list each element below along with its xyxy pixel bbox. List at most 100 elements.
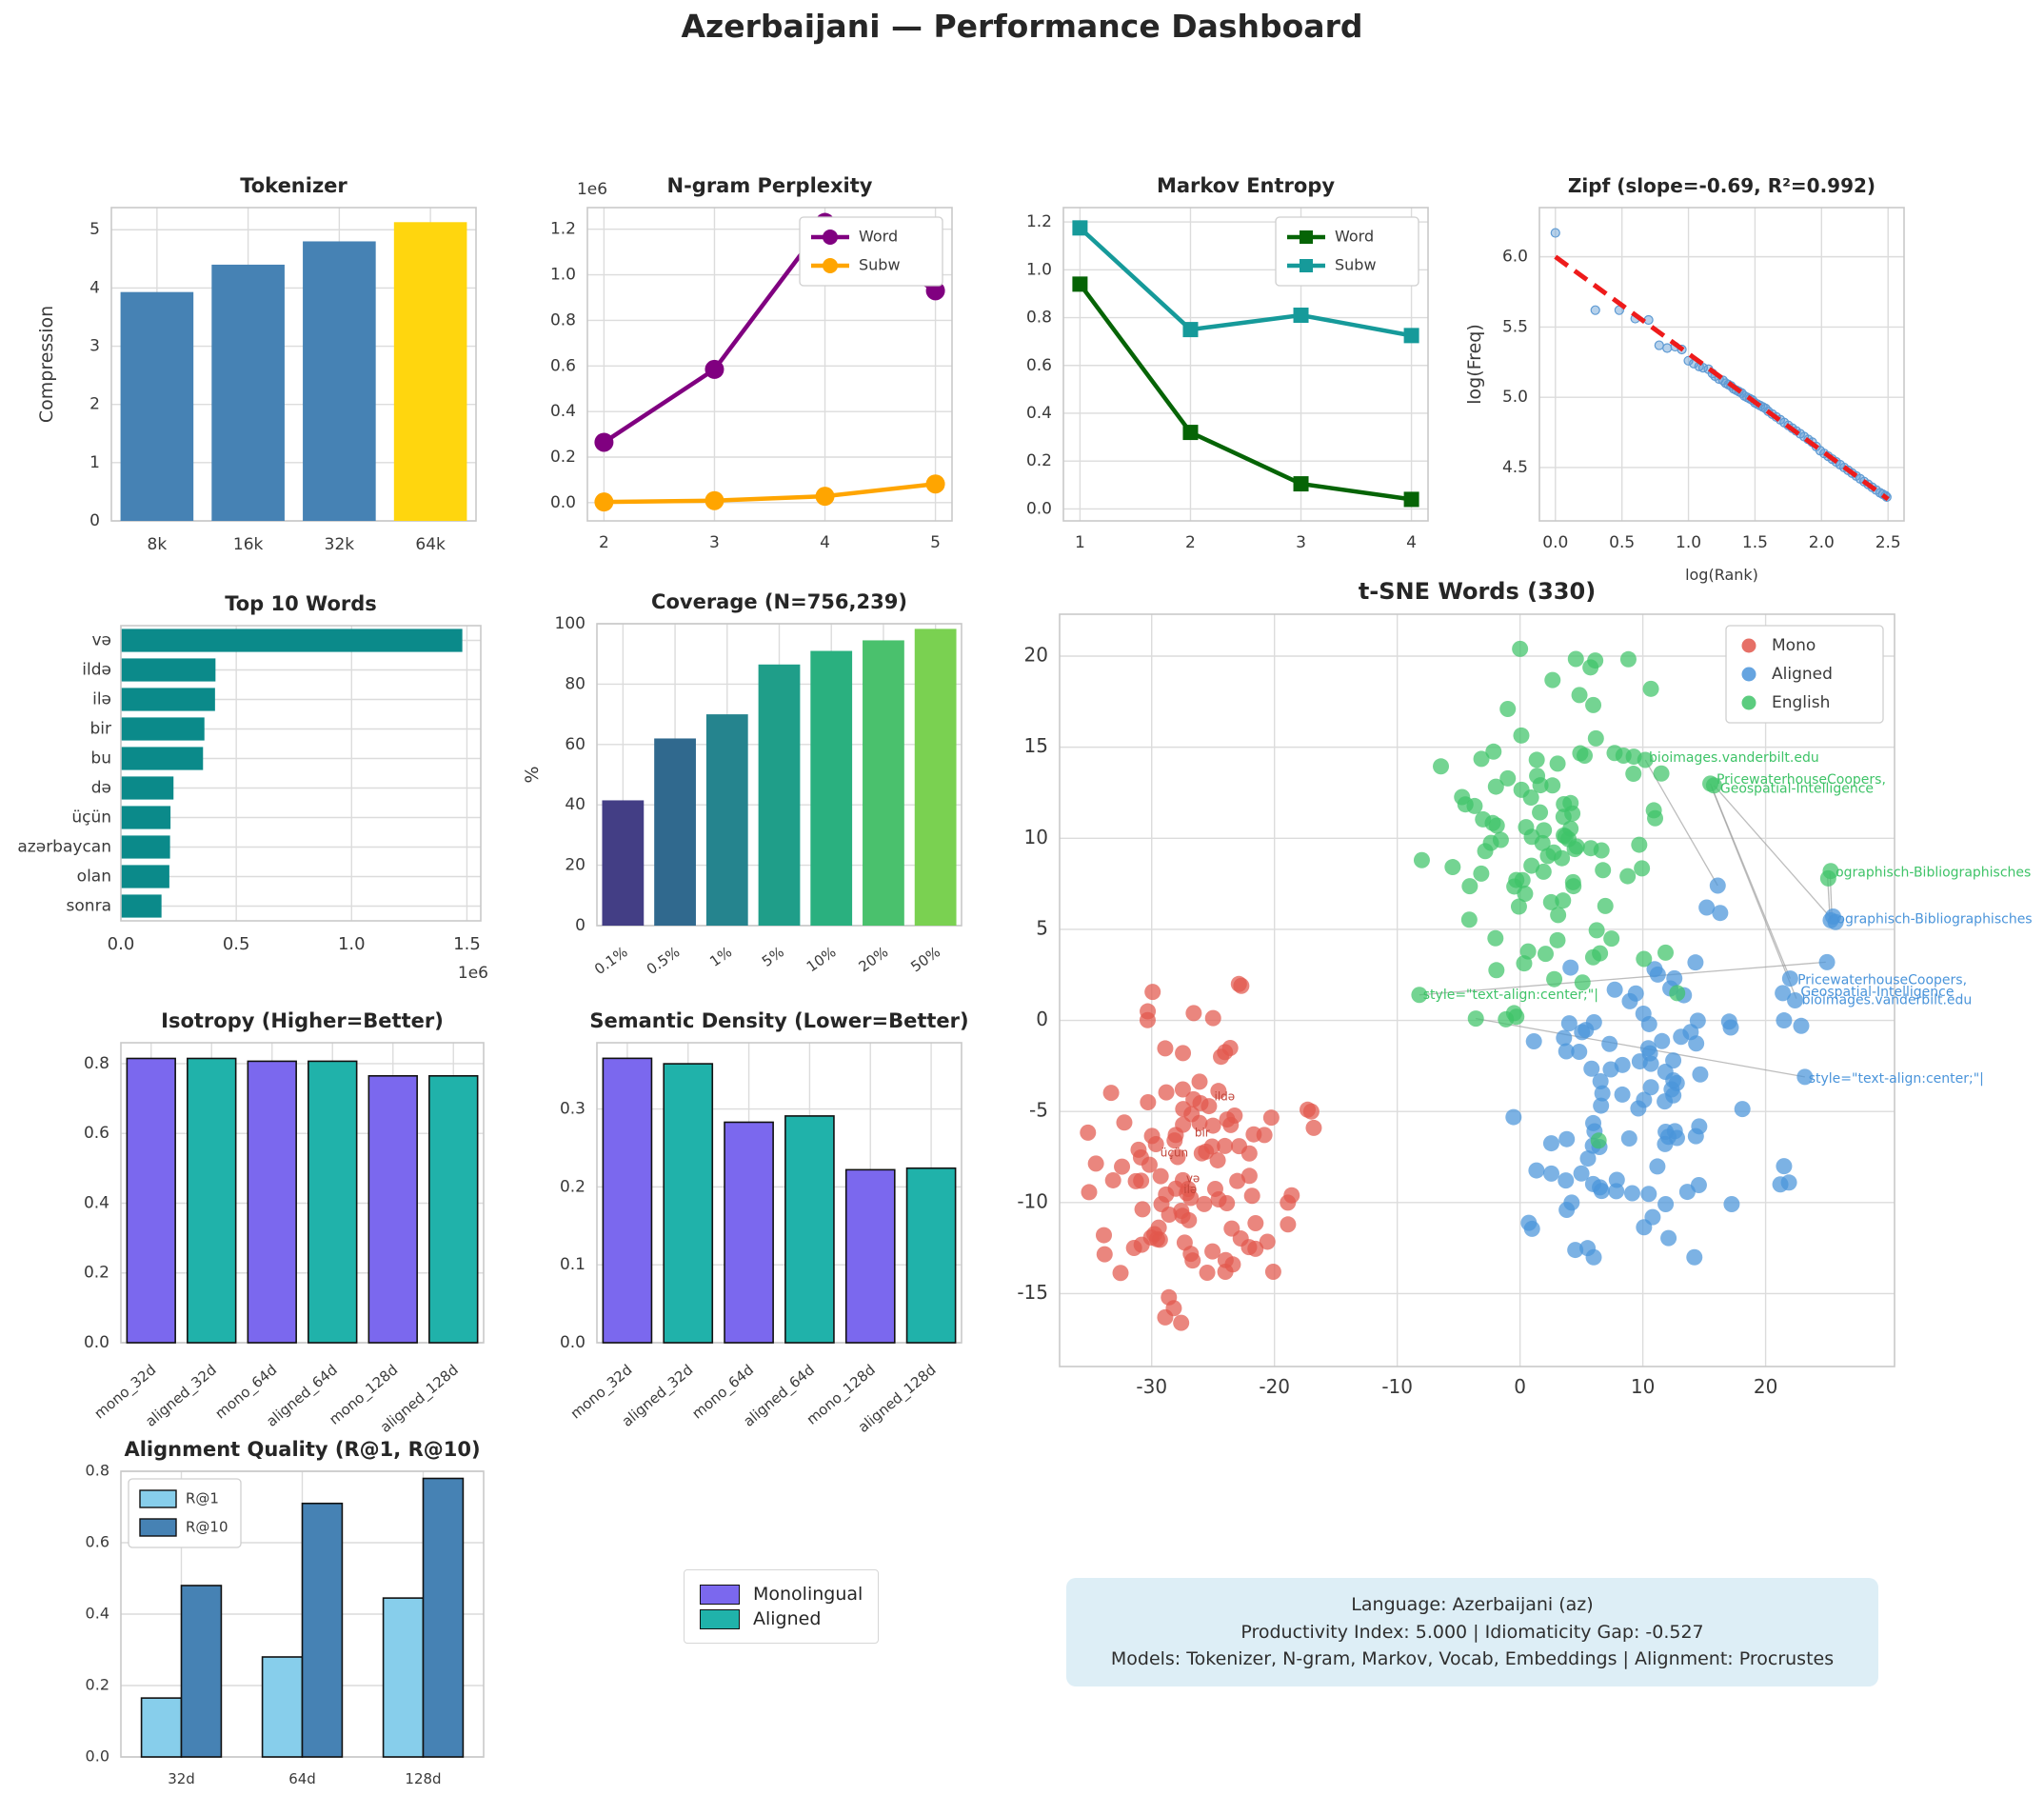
x-tick-label: 10	[1631, 1375, 1655, 1398]
aligned-point	[1574, 1024, 1591, 1041]
english-point	[1523, 828, 1540, 846]
english-point	[1485, 743, 1502, 760]
legend-marker	[1300, 230, 1313, 244]
x-tick-label: 2	[599, 533, 609, 552]
english-point	[1539, 848, 1557, 865]
x-tick-label: 32k	[325, 535, 355, 554]
mono-point	[1185, 1005, 1202, 1022]
x-tick-label: -10	[1381, 1375, 1413, 1398]
aligned-point	[1630, 1100, 1647, 1117]
y-axis-label: Compression	[36, 306, 57, 423]
chart-title: Tokenizer	[240, 174, 347, 197]
y-tick-label: 1.0	[1026, 260, 1052, 279]
mono-point	[1114, 1158, 1131, 1175]
english-point	[1532, 804, 1549, 821]
x-tick-label: 4	[820, 533, 830, 552]
bar	[602, 800, 645, 926]
aligned-point	[1593, 1097, 1610, 1114]
tsne-annotation: ilə	[1183, 1183, 1197, 1196]
tokenizer-chart: 0 1 2 3 4 5 Tokenizer Compression 8k 16k 32k 64k	[36, 174, 477, 554]
mono-point	[1196, 1195, 1213, 1212]
english-point	[1550, 907, 1567, 924]
connector-line	[1419, 961, 1826, 996]
aligned-point	[1563, 1194, 1580, 1211]
aligned-point	[1709, 877, 1726, 894]
x-tick-label: 1.0	[338, 934, 366, 954]
x-tick-label: 32d	[168, 1770, 195, 1787]
bar	[663, 1063, 714, 1344]
english-point	[1584, 948, 1601, 966]
y-tick-label: 0.2	[560, 1177, 585, 1196]
mono-point	[1240, 1239, 1258, 1256]
bar	[784, 1115, 835, 1344]
y-tick-label: 0.8	[86, 1462, 109, 1480]
x-tick-label: 0.5	[223, 934, 250, 954]
mono-point	[1210, 1083, 1227, 1100]
aligned-point	[1560, 1015, 1578, 1032]
bar	[602, 1057, 653, 1344]
tsne-annotation: bir	[1195, 1127, 1210, 1140]
word-label: sonra	[67, 897, 111, 916]
mono-point	[1182, 1246, 1200, 1263]
english-point	[1488, 962, 1505, 979]
english-point	[1499, 700, 1517, 717]
tsne-annotation: PricewaterhouseCoopers,	[1797, 972, 1967, 988]
mono-point	[1217, 1264, 1234, 1281]
aligned-point	[1649, 966, 1666, 983]
point	[1072, 276, 1088, 292]
mono-point	[1157, 1040, 1174, 1057]
english-point	[1433, 758, 1450, 775]
aligned-point	[1657, 1195, 1675, 1212]
mono-point	[1148, 1230, 1165, 1247]
word-label: də	[91, 779, 111, 798]
aligned-point	[1594, 1085, 1611, 1102]
aligned-point	[1827, 913, 1844, 930]
x-tick-label: 4	[1406, 533, 1417, 552]
aligned-point	[1584, 1175, 1601, 1192]
mono-point	[1080, 1124, 1097, 1141]
aligned-point	[1571, 1043, 1588, 1060]
mono-point	[1230, 975, 1247, 992]
x-tick-label: 64d	[288, 1770, 316, 1787]
y-tick-label: 0.4	[86, 1605, 109, 1623]
english-point	[1631, 836, 1648, 853]
tsne-annotation: bioimages.vanderbilt.edu	[1802, 993, 1973, 1008]
english-point	[1647, 809, 1664, 827]
english-point	[1523, 857, 1540, 874]
english-point	[1653, 765, 1670, 782]
x-tick-label: 10%	[804, 944, 840, 976]
bar	[121, 629, 463, 652]
english-point	[1669, 985, 1686, 1002]
aligned-point	[1620, 1130, 1637, 1147]
y-tick-label: 5	[89, 220, 100, 239]
chart-title: Top 10 Words	[225, 592, 377, 615]
plot-frame	[110, 207, 477, 522]
legend-label: Mono	[1772, 636, 1816, 655]
chart-title: Semantic Density (Lower=Better)	[589, 1009, 968, 1032]
point	[594, 492, 614, 512]
english-point	[1544, 777, 1561, 794]
y-tick-label: 4.5	[1502, 458, 1528, 477]
zipf-point	[1590, 305, 1600, 315]
english-point	[1555, 892, 1572, 909]
x-tick-label: 1%	[706, 944, 735, 970]
aligned-point	[1592, 1073, 1609, 1090]
english-point	[1582, 840, 1599, 857]
mono-point	[1087, 1155, 1104, 1172]
x-tick-label: 8k	[148, 535, 168, 554]
mono-point	[1259, 1233, 1276, 1250]
x-tick-label: 5%	[759, 944, 787, 970]
english-point	[1554, 849, 1571, 867]
y-tick-label: -10	[1017, 1189, 1048, 1212]
english-point	[1487, 778, 1504, 795]
point	[1403, 328, 1419, 344]
aligned-point	[1687, 954, 1704, 971]
aligned-point	[1608, 1183, 1625, 1200]
bar	[422, 1477, 465, 1758]
y-tick-label: 0.0	[84, 1333, 109, 1352]
y-tick-label: 0.6	[1026, 356, 1052, 375]
markov-entropy-chart: 0.0 0.2 0.4 0.6 0.8 1.0 1.2 1 2 3 4 Markov Entropy W…	[1026, 174, 1429, 552]
aligned-point	[1583, 1060, 1600, 1077]
series-line	[1078, 283, 1412, 502]
y-tick-label: 6.0	[1502, 248, 1528, 267]
